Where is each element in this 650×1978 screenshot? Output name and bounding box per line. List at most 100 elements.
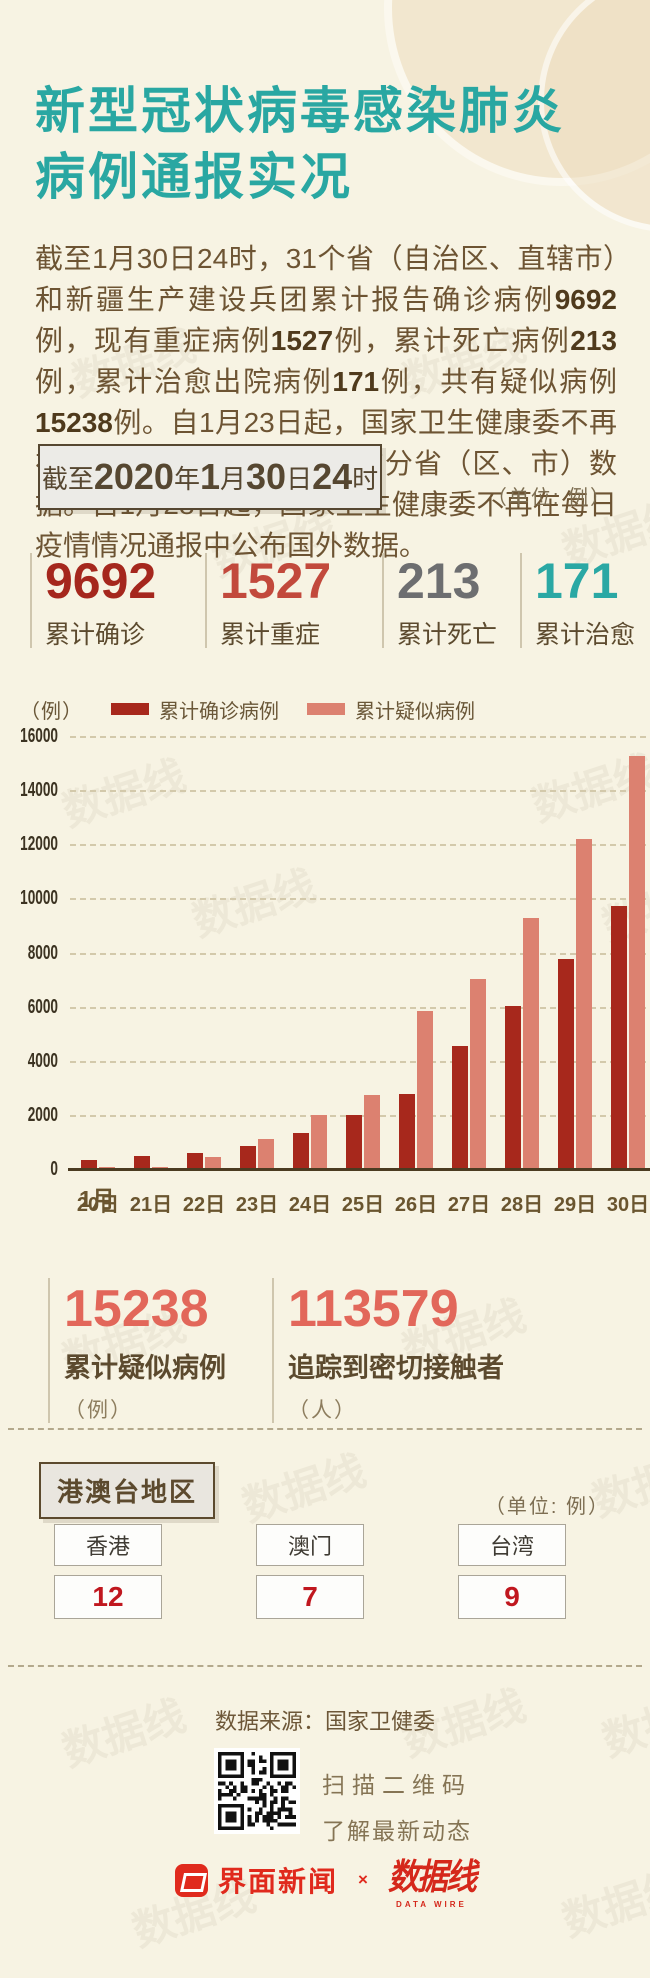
stat-severe-label: 累计重症 (220, 621, 321, 649)
bar-suspected-21日 (152, 1167, 168, 1168)
jiemian-glyph (179, 1872, 208, 1892)
x-axis-month-label: 1月 (79, 1186, 115, 1212)
stat-confirmed-value: 9692 (45, 553, 157, 609)
bar-confirmed-24日 (293, 1133, 309, 1168)
qr-captions: 扫描二维码 了解最新动态 (322, 1748, 472, 1846)
publisher-logos: 界面新闻 × 数据线 DATA WIRE (0, 1850, 650, 1910)
x-axis-tick-label: 21日 (129, 1194, 173, 1216)
qr-block: 扫描二维码 了解最新动态 (214, 1748, 472, 1846)
legend-swatch-confirmed (111, 703, 149, 715)
jiemian-news-logo-text: 界面新闻 (218, 1866, 339, 1897)
datawire-logo-text: 数据线 (387, 1856, 477, 1898)
title-line-1: 新型冠状病毒感染肺炎 (35, 82, 565, 139)
bar-confirmed-29日 (558, 959, 574, 1168)
date-banner-row: 截至 2020 年 1 月 30 日 24 时 （单位: 例） (38, 444, 612, 510)
region-taiwan: 台湾 9 (458, 1524, 566, 1619)
regions-header: 港澳台地区 (39, 1462, 216, 1519)
bar-suspected-28日 (523, 917, 539, 1168)
x-axis-tick-label: 28日 (500, 1194, 544, 1216)
stat-contacts-traced-unit: （人） (288, 1399, 357, 1422)
region-hongkong-name: 香港 (54, 1524, 162, 1566)
stat-confirmed: 9692 累计确诊 (30, 553, 205, 649)
bar-confirmed-28日 (505, 1006, 521, 1168)
x-axis-tick-label: 30日 (606, 1194, 650, 1216)
bar-suspected-20日 (99, 1166, 115, 1168)
secondary-stats-row: 15238 累计疑似病例 （例） 113579 追踪到密切接触者 （人） (0, 1278, 650, 1423)
datawire-logo-subtext: DATA WIRE (396, 1900, 467, 1909)
data-source-note: 数据来源：国家卫健委 (214, 1709, 435, 1734)
bar-confirmed-26日 (399, 1093, 415, 1168)
legend-label-confirmed: 累计确诊病例 (159, 700, 279, 723)
bar-suspected-24日 (311, 1114, 327, 1168)
logo-separator: × (358, 1870, 368, 1889)
x-axis-tick-label: 24日 (288, 1194, 332, 1216)
gridline (70, 790, 646, 793)
region-hongkong-value: 12 (54, 1575, 162, 1619)
stat-severe: 1527 累计重症 (205, 553, 382, 649)
bar-suspected-30日 (629, 755, 645, 1168)
region-taiwan-value: 9 (458, 1575, 566, 1619)
chart-unit-label: （例） (20, 700, 83, 723)
bar-confirmed-20日 (81, 1160, 97, 1168)
gridline (70, 898, 646, 901)
bar-suspected-22日 (205, 1157, 221, 1168)
stat-suspected-total-value: 15238 (64, 1280, 209, 1338)
stat-contacts-traced: 113579 追踪到密切接触者 （人） (272, 1278, 602, 1423)
region-macau: 澳门 7 (256, 1524, 364, 1619)
stat-confirmed-label: 累计确诊 (45, 621, 146, 649)
bar-confirmed-25日 (346, 1114, 362, 1168)
legend-label-suspected: 累计疑似病例 (355, 700, 475, 723)
stat-deaths: 213 累计死亡 (382, 553, 520, 649)
region-macau-value: 7 (256, 1575, 364, 1619)
y-axis-tick-label: 4000 (27, 1049, 58, 1072)
qr-caption-line-1: 扫描二维码 (322, 1772, 472, 1798)
section-divider (8, 1428, 642, 1430)
bar-suspected-27日 (470, 979, 486, 1168)
y-axis-tick-label: 12000 (20, 833, 58, 856)
regions-unit-note: （单位: 例） (484, 1496, 610, 1518)
stat-contacts-traced-value: 113579 (288, 1280, 459, 1338)
stat-suspected-total-label: 累计疑似病例 (64, 1353, 226, 1383)
bar-confirmed-23日 (240, 1145, 256, 1168)
gridline (70, 736, 646, 738)
section-divider (8, 1665, 642, 1667)
x-axis-tick-label: 22日 (182, 1194, 226, 1216)
brand-watermark: 数据线 (236, 1446, 372, 1531)
stat-suspected-total-unit: （例） (64, 1399, 133, 1422)
y-axis-tick-label: 0 (50, 1158, 58, 1180)
x-axis-tick-label: 29日 (553, 1194, 597, 1216)
bar-suspected-29日 (576, 838, 592, 1168)
bar-chart: 16000 14000 12000 10000 8000 6000 4000 2000 0 20日… (0, 725, 650, 1216)
x-axis-tick-label: 25日 (341, 1194, 385, 1216)
title-line-2: 病例通报实况 (35, 148, 353, 205)
bar-confirmed-21日 (134, 1156, 150, 1168)
jiemian-news-logo-icon (175, 1863, 209, 1897)
qr-code (214, 1748, 300, 1834)
region-hongkong: 香港 12 (54, 1524, 162, 1619)
bar-confirmed-30日 (611, 905, 627, 1168)
gridline (70, 844, 646, 847)
y-axis-tick-label: 16000 (20, 725, 58, 747)
region-taiwan-name: 台湾 (458, 1524, 566, 1566)
stat-severe-value: 1527 (220, 553, 332, 609)
x-axis-line (68, 1168, 650, 1171)
bar-confirmed-22日 (187, 1152, 203, 1168)
stat-contacts-traced-label: 追踪到密切接触者 (288, 1353, 504, 1383)
page-title: 新型冠状病毒感染肺炎 病例通报实况 (35, 78, 565, 210)
y-axis-tick-label: 8000 (27, 941, 58, 964)
gridline (70, 1060, 646, 1063)
stat-deaths-value: 213 (397, 553, 481, 609)
intro-paragraph: 截至1月30日24时，31个省（自治区、直辖市）和新疆生产建设兵团累计报告确诊病… (35, 243, 617, 561)
region-macau-name: 澳门 (256, 1524, 364, 1566)
x-axis-tick-label: 20日 (76, 1194, 120, 1216)
stat-recovered: 171 累计治愈 (520, 553, 645, 649)
y-axis-tick-label: 10000 (20, 887, 58, 910)
x-axis-tick-label: 23日 (235, 1194, 279, 1216)
qr-caption-line-2: 了解最新动态 (322, 1818, 472, 1844)
bar-confirmed-27日 (452, 1045, 468, 1168)
x-axis-tick-label: 26日 (394, 1194, 438, 1216)
chart-legend: （例） 累计确诊病例 累计疑似病例 (20, 698, 475, 723)
bar-suspected-25日 (364, 1095, 380, 1168)
legend-swatch-suspected (307, 703, 345, 715)
